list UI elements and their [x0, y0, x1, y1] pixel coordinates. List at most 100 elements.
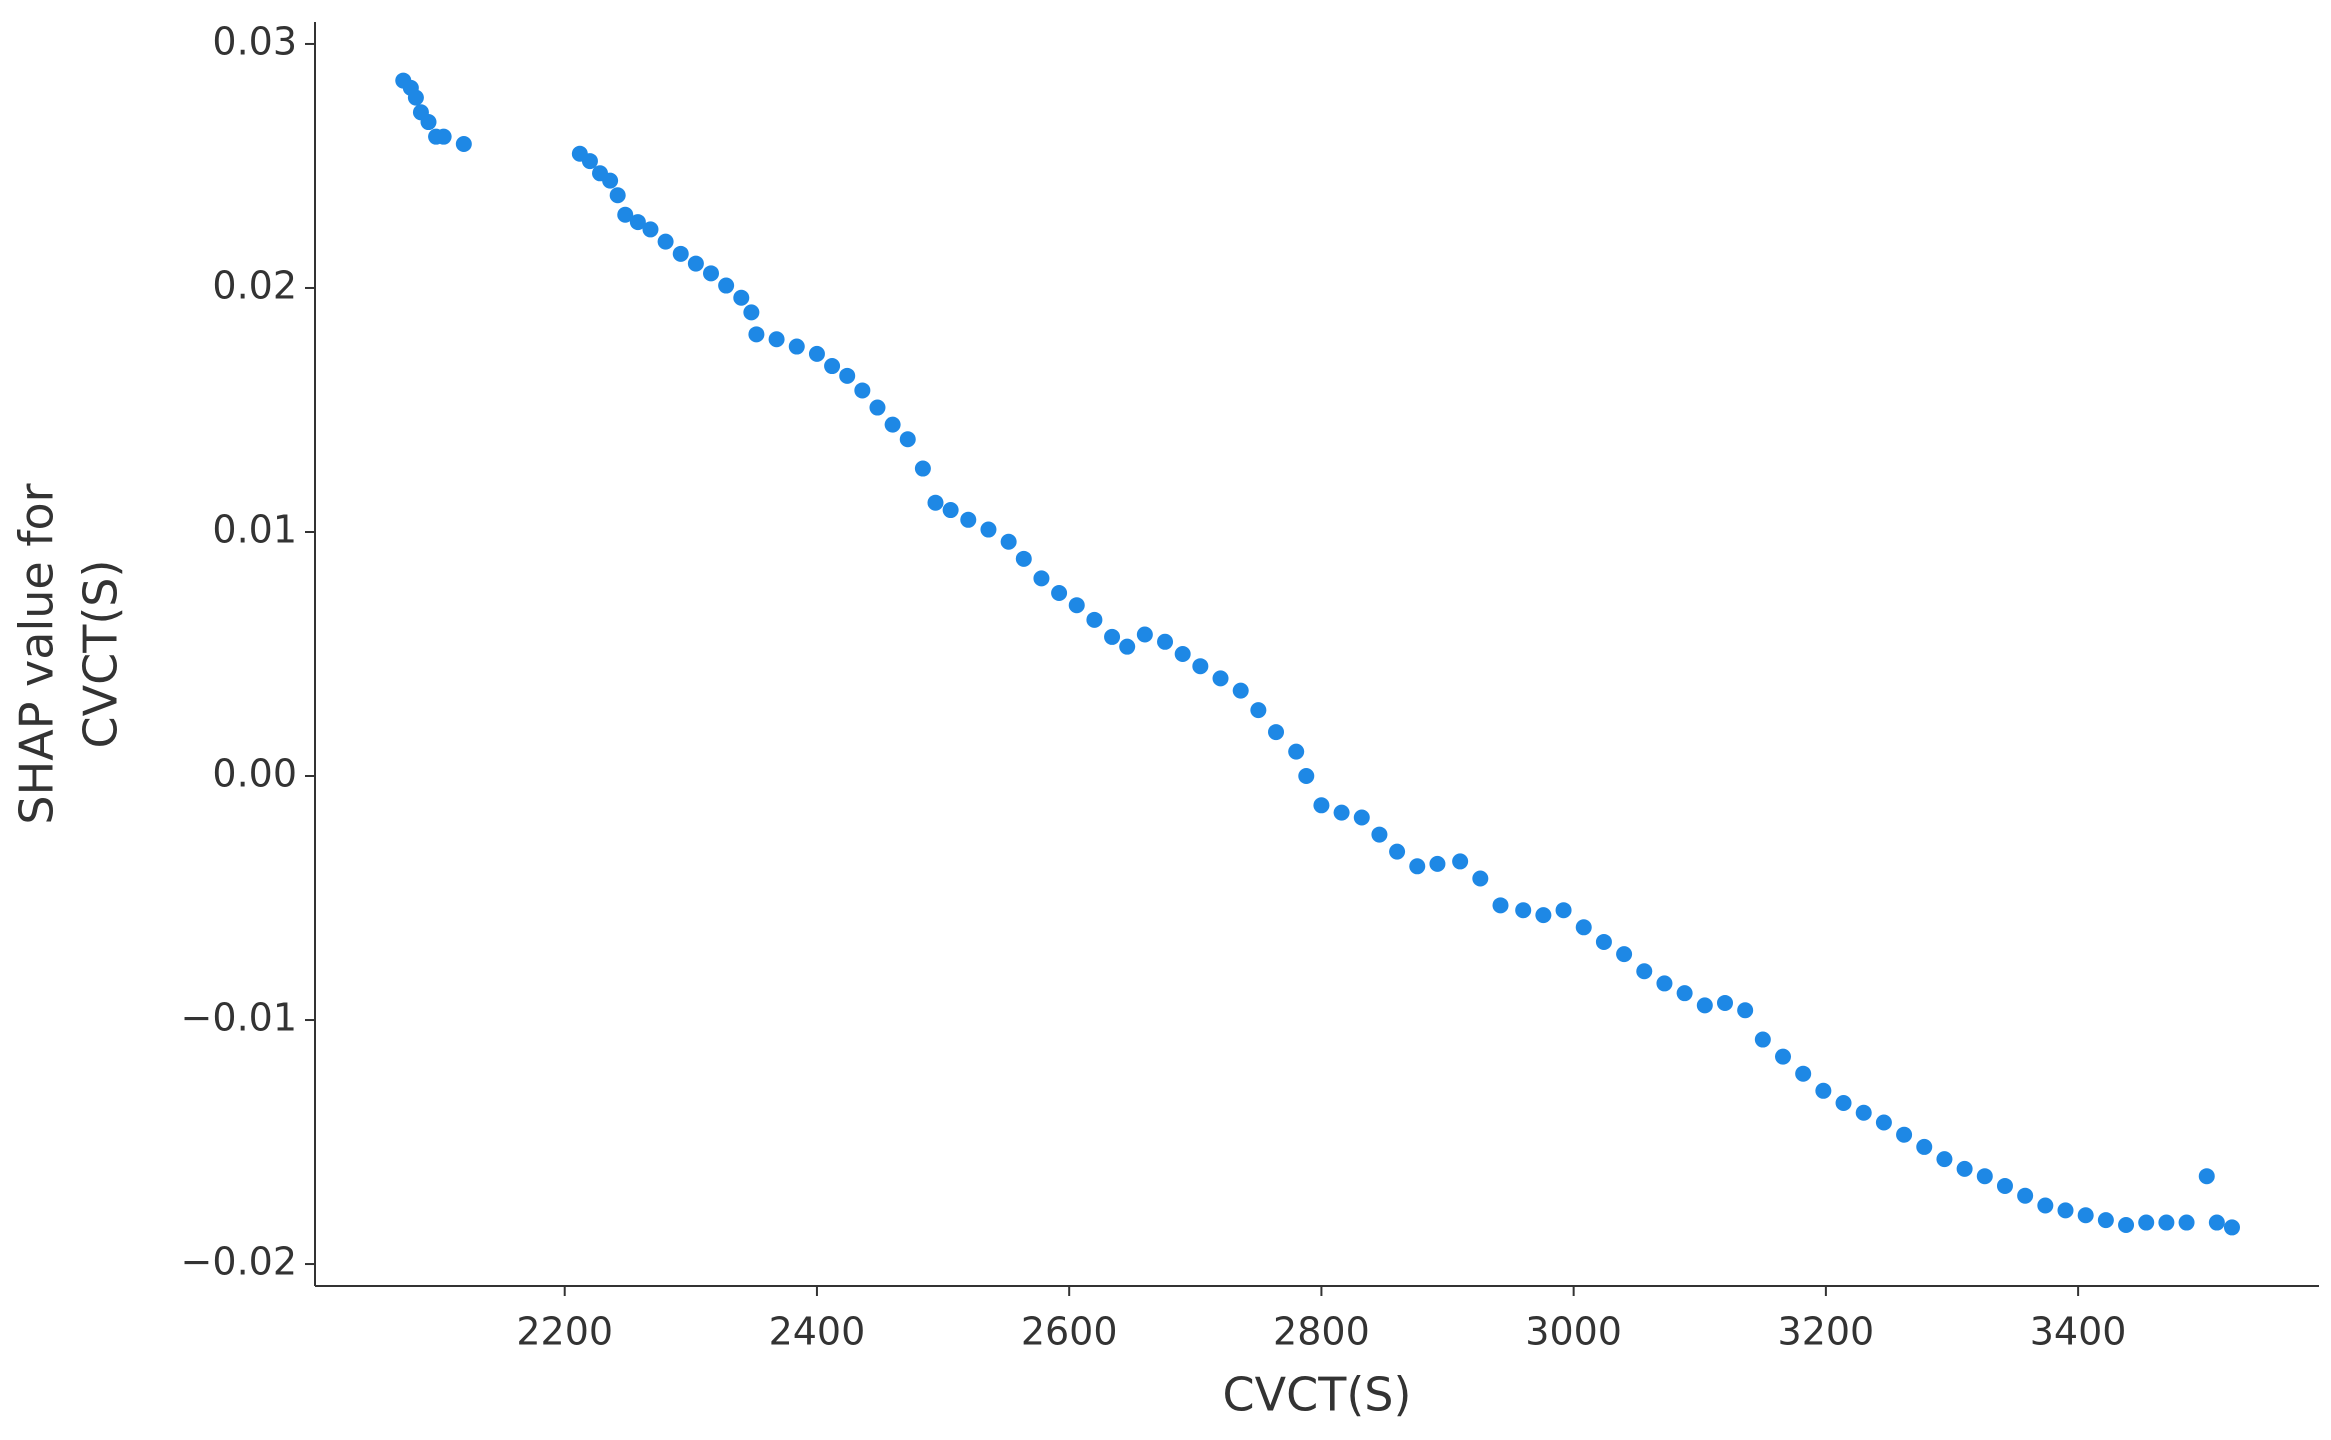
point	[1192, 658, 1209, 675]
point	[1595, 933, 1612, 950]
point	[1104, 628, 1121, 645]
y-axis-label-line: SHAP value for	[10, 483, 64, 824]
point	[733, 289, 750, 306]
point	[657, 233, 674, 250]
point	[927, 494, 944, 511]
point	[788, 338, 805, 355]
point	[687, 255, 704, 272]
point	[1996, 1177, 2013, 1194]
point	[748, 326, 765, 343]
point	[1737, 1002, 1754, 1019]
point	[1656, 975, 1673, 992]
point	[1896, 1126, 1913, 1143]
point	[2057, 1202, 2074, 1219]
point	[1313, 797, 1330, 814]
point	[854, 382, 871, 399]
point	[1136, 626, 1153, 643]
point	[1429, 855, 1446, 872]
x-tick-label: 2800	[1273, 1310, 1370, 1354]
point	[824, 358, 841, 375]
point	[2178, 1214, 2195, 1231]
point	[407, 89, 424, 106]
point	[1119, 638, 1136, 655]
point	[1535, 907, 1552, 924]
point	[2223, 1219, 2240, 1236]
point	[1051, 584, 1068, 601]
point	[1068, 597, 1085, 614]
point	[768, 331, 785, 348]
point	[1616, 946, 1633, 963]
point	[1835, 1094, 1852, 1111]
point	[1288, 743, 1305, 760]
point	[1492, 897, 1509, 914]
x-tick-label: 2200	[516, 1310, 613, 1354]
point	[869, 399, 886, 416]
y-tick-label: 0.02	[212, 263, 297, 307]
point	[1676, 985, 1693, 1002]
x-tick-label: 3400	[2030, 1310, 2127, 1354]
point	[672, 245, 689, 262]
point	[1775, 1048, 1792, 1065]
point	[617, 206, 634, 223]
y-tick-label: −0.01	[181, 996, 297, 1040]
point	[1298, 768, 1315, 785]
point	[1696, 997, 1713, 1014]
point	[642, 221, 659, 238]
point	[2118, 1216, 2135, 1233]
point	[884, 416, 901, 433]
point	[420, 114, 437, 131]
point	[1268, 724, 1285, 741]
y-tick-label: 0.00	[212, 752, 297, 796]
point	[914, 460, 931, 477]
point	[718, 277, 735, 294]
point	[1389, 843, 1406, 860]
y-axis-label: SHAP value for CVCT(S)	[10, 483, 128, 824]
point	[960, 511, 977, 528]
point	[2198, 1168, 2215, 1185]
point	[1409, 858, 1426, 875]
point	[2208, 1214, 2225, 1231]
x-tick-label: 3200	[1778, 1310, 1875, 1354]
point	[1875, 1114, 1892, 1131]
point	[1371, 826, 1388, 843]
point	[1754, 1031, 1771, 1048]
point	[609, 187, 626, 204]
point	[1452, 853, 1469, 870]
x-tick-label: 3000	[1525, 1310, 1622, 1354]
point	[455, 136, 472, 153]
y-axis-label-line: CVCT(S)	[74, 560, 128, 749]
point	[1157, 633, 1174, 650]
point	[1000, 533, 1017, 550]
point	[1575, 919, 1592, 936]
point	[1174, 646, 1191, 662]
point	[2158, 1214, 2175, 1231]
point	[899, 431, 916, 448]
y-tick-label: 0.01	[212, 507, 297, 551]
point	[602, 172, 619, 189]
point	[1795, 1065, 1812, 1082]
point	[1353, 809, 1370, 826]
point	[1936, 1151, 1953, 1168]
y-tick-label: −0.02	[181, 1240, 297, 1284]
point	[1015, 550, 1032, 567]
point	[1232, 682, 1249, 699]
point	[1636, 963, 1653, 980]
point	[2097, 1212, 2114, 1229]
point	[629, 214, 646, 231]
point	[1555, 902, 1572, 919]
point	[2138, 1214, 2155, 1231]
point	[1976, 1168, 1993, 1185]
point	[1086, 611, 1103, 628]
point	[1855, 1104, 1872, 1121]
point	[2077, 1207, 2094, 1224]
point	[1815, 1082, 1832, 1099]
point	[1515, 902, 1532, 919]
x-axis-label: CVCT(S)	[1223, 1368, 1412, 1422]
point	[942, 502, 959, 519]
point	[435, 128, 452, 145]
point	[1716, 994, 1733, 1011]
point	[1956, 1160, 1973, 1177]
point	[2037, 1197, 2054, 1214]
